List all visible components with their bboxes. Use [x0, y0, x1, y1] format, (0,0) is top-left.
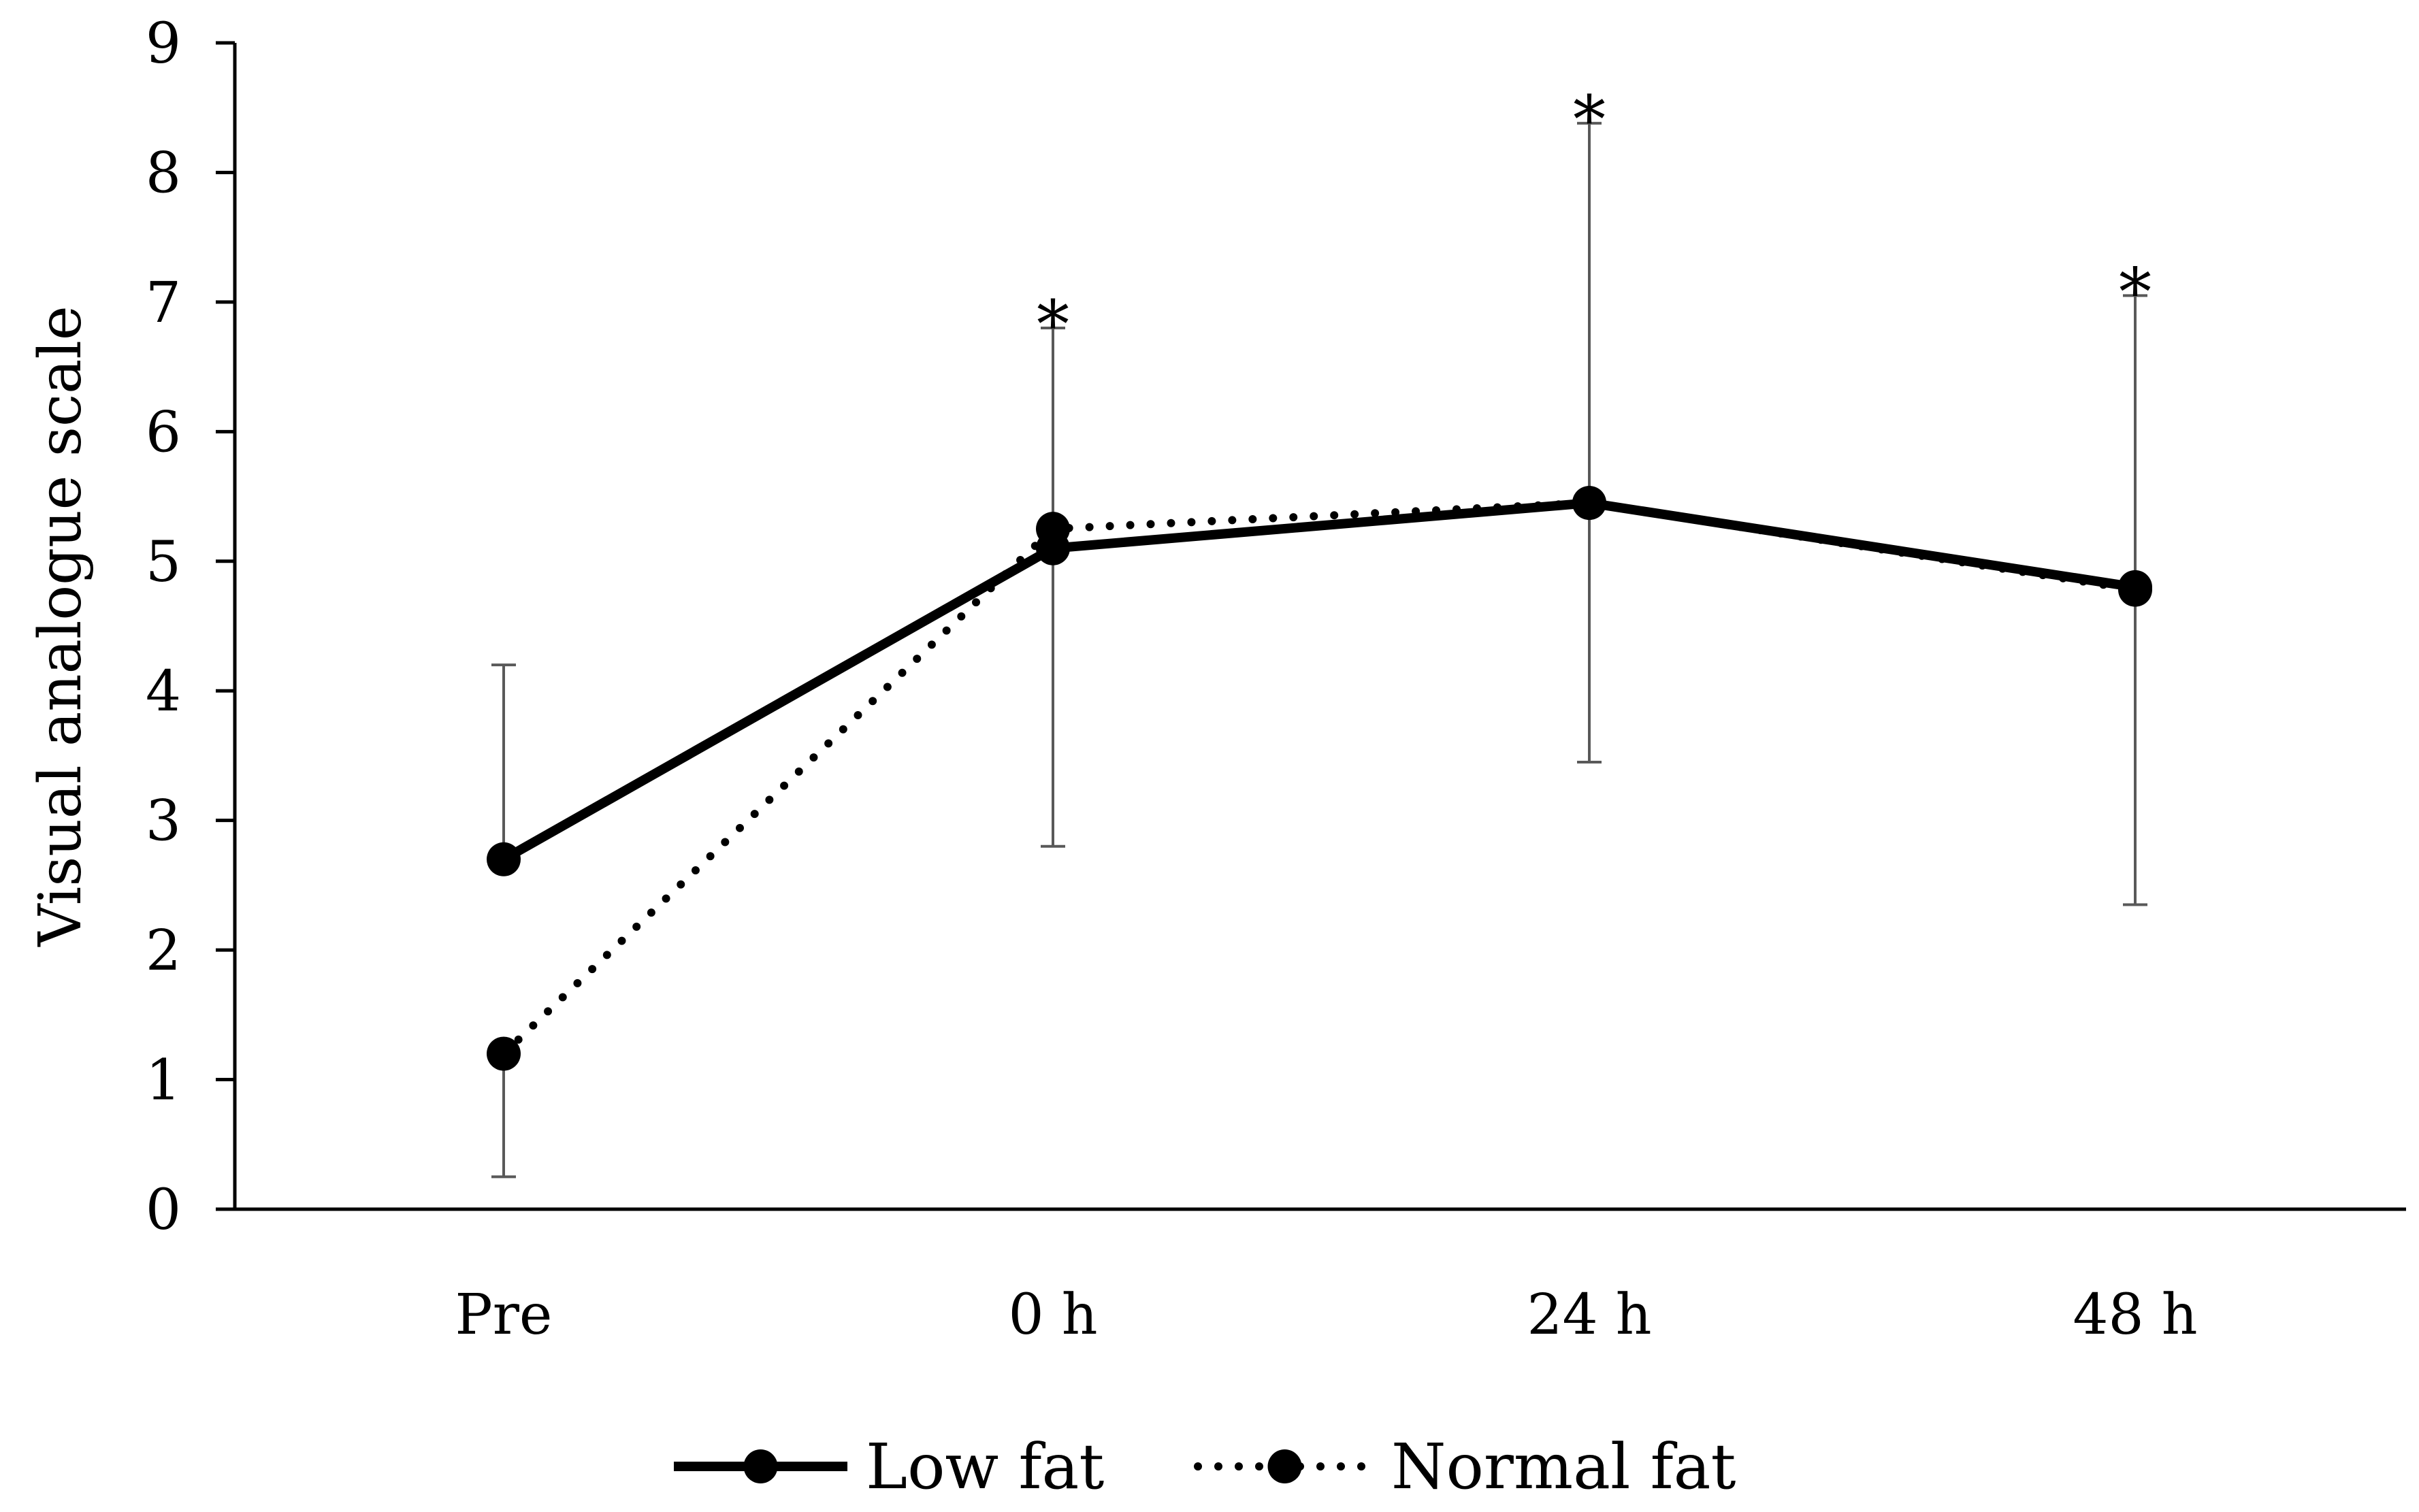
- error-bars: [491, 122, 2147, 1179]
- data-point: [2118, 572, 2152, 607]
- data-point: [487, 842, 521, 876]
- legend-label: Low fat: [866, 1430, 1104, 1503]
- x-tick-label: 48 h: [2073, 1283, 2197, 1347]
- significance-annotations: * * *: [1037, 82, 2152, 363]
- legend-label: Normal fat: [1391, 1430, 1736, 1503]
- data-point: [1036, 512, 1070, 546]
- y-tick-label: 1: [146, 1049, 181, 1113]
- legend: Low fat Normal fat: [674, 1430, 1736, 1503]
- y-tick-label: 5: [146, 530, 181, 595]
- series-line: [500, 499, 2139, 1058]
- legend-marker: [1267, 1449, 1302, 1483]
- y-tick-label: 0: [146, 1178, 181, 1243]
- y-tick-label: 4: [146, 659, 181, 724]
- y-tick-label: 3: [146, 789, 181, 854]
- legend-item: Low fat: [674, 1430, 1104, 1503]
- x-tick-label: 24 h: [1527, 1283, 1651, 1347]
- series-line: [501, 498, 2137, 864]
- legend-item: Normal fat: [1194, 1430, 1736, 1503]
- y-tick-label: 7: [146, 271, 181, 335]
- series-lines: [500, 498, 2139, 1058]
- significance-asterisk: *: [1037, 286, 1069, 363]
- x-tick-label: Pre: [455, 1283, 553, 1347]
- y-ticks: 0 1 2 3 4 5 6 7 8 9: [146, 12, 235, 1243]
- y-tick-label: 8: [146, 141, 181, 206]
- data-point: [487, 1036, 521, 1071]
- significance-asterisk: *: [1573, 82, 1606, 158]
- series-points: [487, 486, 2152, 1071]
- axes: [233, 43, 2406, 1211]
- x-ticks: Pre 0 h 24 h 48 h: [455, 1283, 2198, 1347]
- x-tick-label: 0 h: [1008, 1283, 1097, 1347]
- legend-marker: [743, 1449, 778, 1483]
- significance-asterisk: *: [2119, 254, 2152, 330]
- y-axis-title: Visual analogue scale: [27, 306, 95, 947]
- y-tick-label: 9: [146, 12, 181, 76]
- y-tick-label: 6: [146, 400, 181, 465]
- data-point: [1572, 486, 1606, 521]
- y-tick-label: 2: [146, 919, 181, 983]
